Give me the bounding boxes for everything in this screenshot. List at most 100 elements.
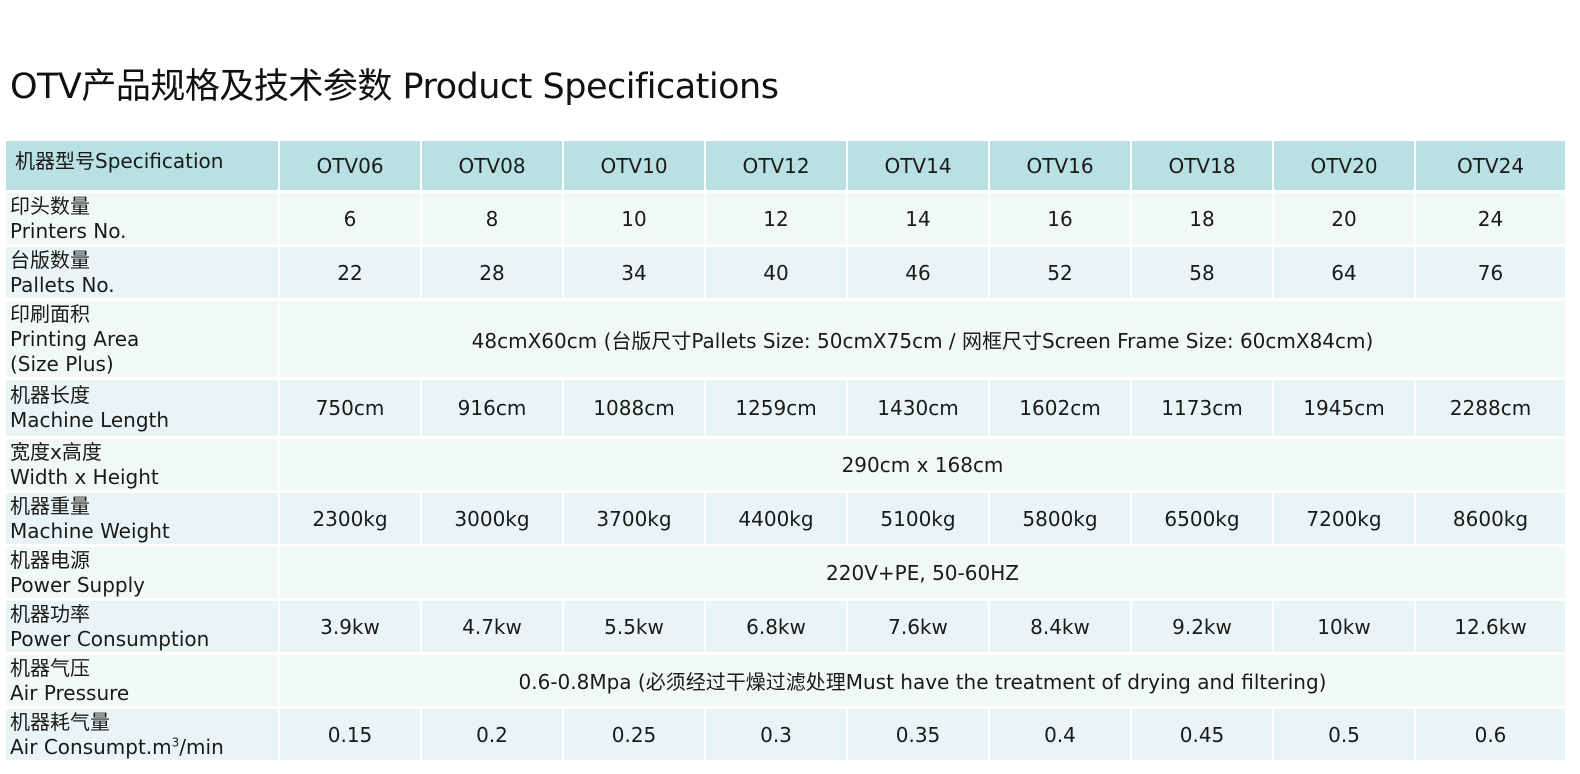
table-cell: 0.4 (990, 709, 1132, 763)
header-model: OTV06 (280, 141, 422, 193)
table-cell: 6500kg (1132, 493, 1274, 547)
row-label: 机器重量 Machine Weight (6, 493, 280, 547)
table-cell: 8 (422, 193, 564, 247)
table-cell: 18 (1132, 193, 1274, 247)
header-model: OTV18 (1132, 141, 1274, 193)
row-label: 印头数量 Printers No. (6, 193, 280, 247)
header-specification: 机器型号Specification (6, 141, 280, 193)
label-cn: 台版数量 (10, 247, 90, 272)
table-cell: 10kw (1274, 601, 1416, 655)
table-cell: 750cm (280, 380, 422, 439)
table-cell-merged: 220V+PE, 50-60HZ (280, 547, 1567, 601)
label-en-prefix: Air Consumpt.m (10, 734, 172, 759)
table-cell: 40 (706, 247, 848, 301)
table-cell: 24 (1416, 193, 1567, 247)
label-cn: 机器耗气量 (10, 709, 110, 734)
row-air-pressure: 机器气压 Air Pressure 0.6-0.8Mpa (必须经过干燥过滤处理… (6, 655, 1567, 709)
table-cell: 1430cm (848, 380, 990, 439)
label-en: Printers No. (10, 218, 127, 243)
label-cn: 机器气压 (10, 655, 90, 680)
table-cell-merged: 290cm x 168cm (280, 439, 1567, 493)
header-model: OTV08 (422, 141, 564, 193)
header-model: OTV12 (706, 141, 848, 193)
table-cell-merged: 0.6-0.8Mpa (必须经过干燥过滤处理Must have the trea… (280, 655, 1567, 709)
page-title: OTV产品规格及技术参数 Product Specifications (10, 67, 779, 107)
row-printing-area: 印刷面积 Printing Area (Size Plus) 48cmX60cm… (6, 301, 1567, 380)
table-cell: 76 (1416, 247, 1567, 301)
label-en-extra: (Size Plus) (10, 351, 114, 376)
label-en: Machine Length (10, 408, 170, 432)
table-cell: 0.3 (706, 709, 848, 763)
header-model: OTV20 (1274, 141, 1416, 193)
table-cell: 916cm (422, 380, 564, 439)
label-cn: 印头数量 (10, 193, 90, 218)
row-weight: 机器重量 Machine Weight 2300kg 3000kg 3700kg… (6, 493, 1567, 547)
row-pallets: 台版数量 Pallets No. 22 28 34 40 46 52 58 64… (6, 247, 1567, 301)
spec-table: 机器型号Specification OTV06 OTV08 OTV10 OTV1… (6, 141, 1567, 763)
table-cell: 12.6kw (1416, 601, 1567, 655)
table-cell: 8.4kw (990, 601, 1132, 655)
row-label: 机器耗气量 Air Consumpt.m3/min (6, 709, 280, 763)
row-label: 机器功率 Power Consumption (6, 601, 280, 655)
table-cell: 0.5 (1274, 709, 1416, 763)
row-printers: 印头数量 Printers No. 6 8 10 12 14 16 18 20 … (6, 193, 1567, 247)
label-cn: 机器功率 (10, 601, 90, 626)
header-model: OTV14 (848, 141, 990, 193)
table-cell: 5100kg (848, 493, 990, 547)
table-cell: 64 (1274, 247, 1416, 301)
table-cell: 9.2kw (1132, 601, 1274, 655)
table-cell: 0.25 (564, 709, 706, 763)
row-label: 机器电源 Power Supply (6, 547, 280, 601)
table-cell: 28 (422, 247, 564, 301)
row-power-supply: 机器电源 Power Supply 220V+PE, 50-60HZ (6, 547, 1567, 601)
label-cn: 机器重量 (10, 493, 90, 518)
header-row: 机器型号Specification OTV06 OTV08 OTV10 OTV1… (6, 141, 1567, 193)
label-cn: 印刷面积 (10, 301, 90, 326)
label-en: Power Supply (10, 572, 145, 597)
table-cell: 1259cm (706, 380, 848, 439)
table-cell: 1088cm (564, 380, 706, 439)
label-en: Machine Weight (10, 518, 170, 543)
table-cell: 2300kg (280, 493, 422, 547)
table-cell: 7.6kw (848, 601, 990, 655)
label-en: Printing Area (10, 326, 140, 351)
table-cell: 10 (564, 193, 706, 247)
label-en-superscript: 3 (171, 734, 180, 749)
label-en: Power Consumption (10, 626, 210, 651)
row-label: 台版数量 Pallets No. (6, 247, 280, 301)
table-cell: 4400kg (706, 493, 848, 547)
table-cell: 0.35 (848, 709, 990, 763)
table-cell: 1945cm (1274, 380, 1416, 439)
label-cn: 机器电源 (10, 547, 90, 572)
table-cell: 3.9kw (280, 601, 422, 655)
label-en-suffix: /min (179, 734, 224, 759)
table-cell: 4.7kw (422, 601, 564, 655)
table-cell: 7200kg (1274, 493, 1416, 547)
label-en: Width x Height (10, 464, 159, 489)
row-width-height: 宽度x高度 Width x Height 290cm x 168cm (6, 439, 1567, 493)
row-length: 机器长度 Machine Length 750cm 916cm 1088cm 1… (6, 380, 1567, 439)
table-cell: 8600kg (1416, 493, 1567, 547)
row-label: 宽度x高度 Width x Height (6, 439, 280, 493)
table-cell: 6.8kw (706, 601, 848, 655)
table-cell: 0.15 (280, 709, 422, 763)
table-cell: 1602cm (990, 380, 1132, 439)
table-cell: 1173cm (1132, 380, 1274, 439)
table-cell: 5800kg (990, 493, 1132, 547)
table-cell: 3700kg (564, 493, 706, 547)
row-label: 机器长度 Machine Length (6, 380, 280, 439)
header-model: OTV24 (1416, 141, 1567, 193)
table-cell: 16 (990, 193, 1132, 247)
table-cell: 0.2 (422, 709, 564, 763)
table-cell: 14 (848, 193, 990, 247)
table-cell: 12 (706, 193, 848, 247)
table-cell: 46 (848, 247, 990, 301)
label-en: Air Pressure (10, 680, 130, 705)
row-label: 印刷面积 Printing Area (Size Plus) (6, 301, 280, 380)
table-cell: 5.5kw (564, 601, 706, 655)
table-cell-merged: 48cmX60cm (台版尺寸Pallets Size: 50cmX75cm /… (280, 301, 1567, 380)
table-cell: 2288cm (1416, 380, 1567, 439)
row-air-consumption: 机器耗气量 Air Consumpt.m3/min 0.15 0.2 0.25 … (6, 709, 1567, 763)
table-cell: 0.45 (1132, 709, 1274, 763)
label-cn: 机器长度 (10, 383, 90, 407)
